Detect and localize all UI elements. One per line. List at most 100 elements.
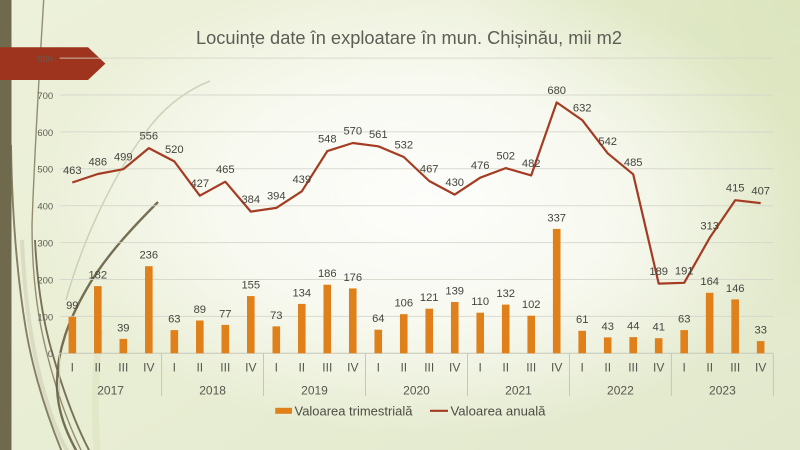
- svg-text:2022: 2022: [607, 384, 634, 398]
- svg-text:100: 100: [37, 312, 53, 323]
- svg-text:394: 394: [267, 190, 286, 202]
- svg-text:I: I: [581, 361, 584, 375]
- svg-text:556: 556: [139, 131, 158, 143]
- svg-text:700: 700: [37, 91, 53, 102]
- svg-text:139: 139: [445, 285, 464, 297]
- svg-text:236: 236: [139, 250, 158, 262]
- svg-text:89: 89: [194, 304, 206, 316]
- svg-text:2018: 2018: [199, 384, 226, 398]
- svg-text:II: II: [400, 361, 407, 375]
- svg-text:I: I: [275, 361, 278, 375]
- svg-text:II: II: [196, 361, 203, 375]
- svg-text:548: 548: [318, 134, 337, 146]
- svg-text:IV: IV: [653, 361, 664, 375]
- svg-text:I: I: [71, 361, 74, 375]
- svg-text:300: 300: [37, 239, 53, 250]
- svg-text:II: II: [298, 361, 305, 375]
- svg-text:400: 400: [37, 202, 53, 213]
- svg-text:41: 41: [652, 322, 664, 334]
- svg-text:IV: IV: [143, 361, 154, 375]
- svg-text:467: 467: [420, 164, 439, 176]
- svg-text:164: 164: [700, 276, 719, 288]
- svg-text:I: I: [683, 361, 686, 375]
- svg-text:99: 99: [66, 300, 78, 312]
- svg-text:632: 632: [573, 103, 592, 115]
- svg-text:44: 44: [627, 321, 639, 333]
- svg-text:102: 102: [522, 299, 541, 311]
- svg-text:189: 189: [649, 266, 668, 278]
- svg-text:191: 191: [675, 265, 694, 277]
- svg-text:63: 63: [678, 314, 690, 326]
- svg-text:73: 73: [270, 310, 282, 322]
- svg-text:III: III: [424, 361, 434, 375]
- svg-text:485: 485: [624, 157, 643, 169]
- svg-text:532: 532: [394, 140, 413, 152]
- svg-text:I: I: [479, 361, 482, 375]
- svg-text:39: 39: [117, 322, 129, 334]
- svg-text:502: 502: [496, 151, 515, 163]
- svg-text:110: 110: [471, 296, 489, 308]
- svg-text:IV: IV: [755, 361, 766, 375]
- svg-text:520: 520: [165, 144, 184, 156]
- svg-text:2020: 2020: [403, 384, 430, 398]
- svg-text:63: 63: [168, 314, 180, 326]
- svg-text:2019: 2019: [301, 384, 328, 398]
- svg-text:427: 427: [190, 178, 209, 190]
- svg-text:146: 146: [726, 283, 745, 295]
- svg-text:155: 155: [241, 280, 260, 292]
- svg-text:II: II: [502, 361, 509, 375]
- svg-text:2017: 2017: [97, 384, 124, 398]
- svg-text:I: I: [377, 361, 380, 375]
- svg-text:430: 430: [445, 177, 464, 189]
- svg-text:337: 337: [547, 212, 566, 224]
- svg-text:33: 33: [754, 325, 766, 337]
- svg-text:43: 43: [601, 321, 613, 333]
- svg-text:800: 800: [37, 54, 53, 65]
- svg-text:IV: IV: [245, 361, 256, 375]
- svg-text:77: 77: [219, 308, 231, 320]
- svg-text:106: 106: [394, 298, 413, 310]
- svg-text:132: 132: [496, 288, 515, 300]
- svg-text:465: 465: [216, 164, 235, 176]
- svg-text:III: III: [628, 361, 638, 375]
- svg-text:III: III: [730, 361, 740, 375]
- svg-text:III: III: [220, 361, 230, 375]
- svg-text:415: 415: [726, 183, 745, 195]
- svg-text:384: 384: [241, 194, 260, 206]
- svg-text:II: II: [706, 361, 713, 375]
- svg-text:134: 134: [292, 287, 311, 299]
- svg-text:182: 182: [88, 270, 107, 282]
- svg-text:61: 61: [576, 314, 588, 326]
- svg-text:Locuințe date în exploatare în: Locuințe date în exploatare în mun. Chiș…: [196, 27, 622, 48]
- svg-text:542: 542: [598, 136, 617, 148]
- svg-text:407: 407: [751, 186, 770, 198]
- svg-text:IV: IV: [347, 361, 358, 375]
- svg-text:476: 476: [471, 160, 490, 172]
- svg-text:III: III: [118, 361, 128, 375]
- svg-text:2023: 2023: [709, 384, 736, 398]
- svg-text:499: 499: [114, 152, 133, 164]
- svg-text:500: 500: [37, 165, 53, 176]
- svg-text:64: 64: [372, 313, 384, 325]
- svg-text:570: 570: [343, 126, 362, 138]
- svg-text:176: 176: [343, 272, 362, 284]
- svg-text:IV: IV: [449, 361, 460, 375]
- svg-text:561: 561: [369, 129, 388, 141]
- svg-text:IV: IV: [551, 361, 562, 375]
- svg-text:III: III: [322, 361, 332, 375]
- svg-text:Valoarea trimestrială: Valoarea trimestrială: [295, 404, 414, 419]
- svg-text:II: II: [604, 361, 611, 375]
- svg-text:III: III: [526, 361, 536, 375]
- svg-text:186: 186: [318, 268, 337, 280]
- svg-text:121: 121: [420, 292, 439, 304]
- svg-text:Valoarea anuală: Valoarea anuală: [451, 404, 547, 419]
- svg-text:463: 463: [63, 165, 82, 177]
- svg-text:482: 482: [522, 158, 541, 170]
- svg-text:486: 486: [88, 157, 107, 169]
- svg-text:I: I: [173, 361, 176, 375]
- svg-text:200: 200: [37, 275, 53, 286]
- svg-text:2021: 2021: [505, 384, 532, 398]
- svg-text:313: 313: [700, 220, 719, 232]
- svg-text:439: 439: [292, 174, 311, 186]
- svg-text:680: 680: [547, 85, 566, 97]
